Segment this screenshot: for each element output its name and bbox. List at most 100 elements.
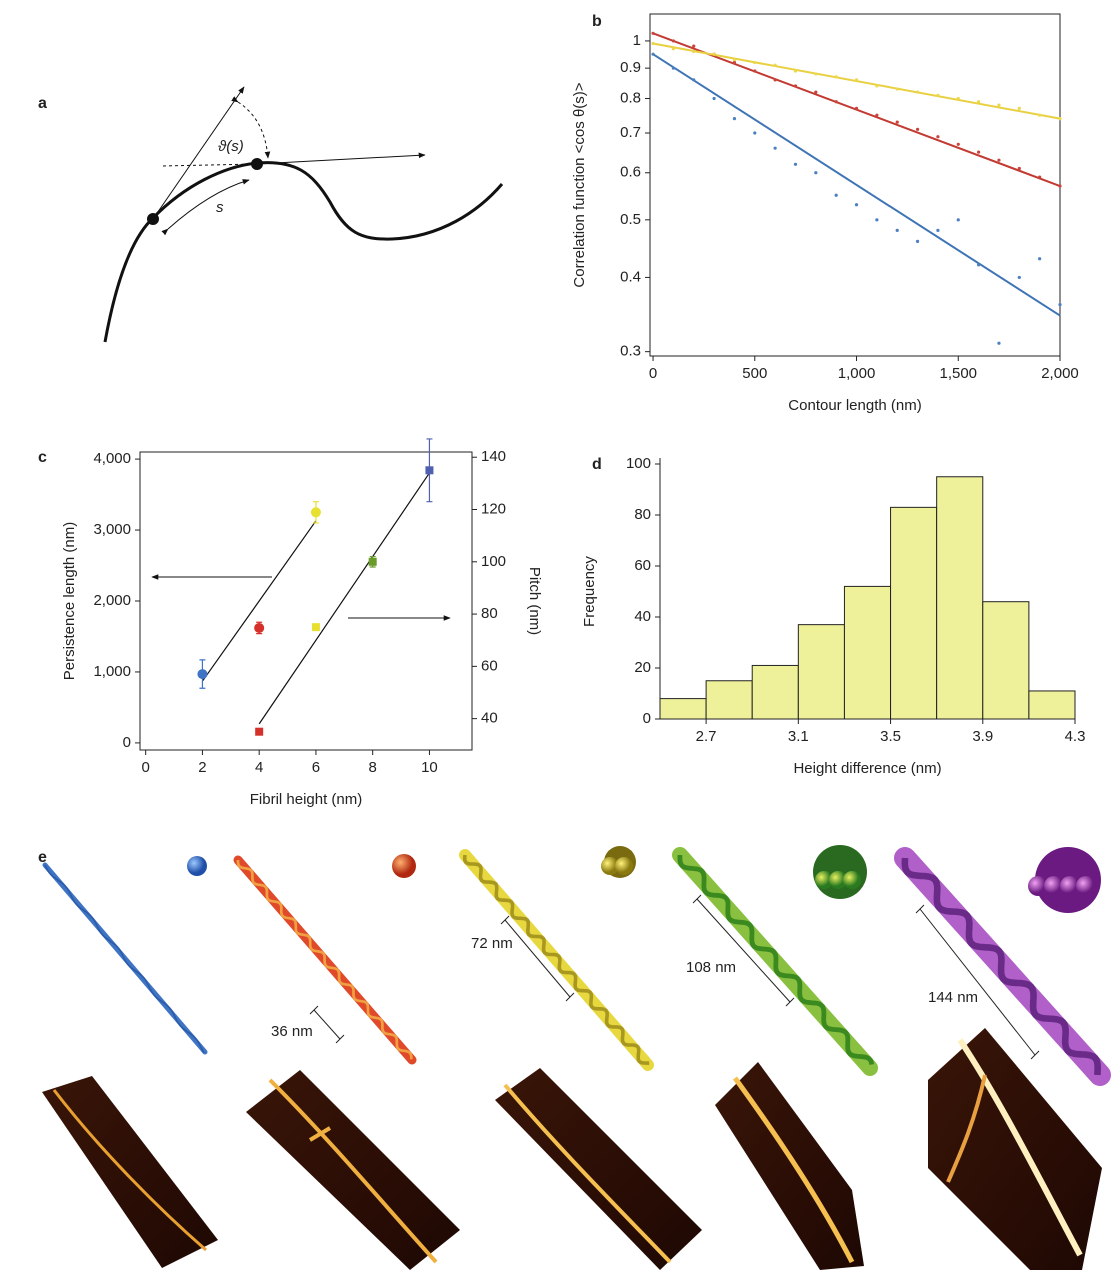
- point: [793, 69, 798, 73]
- scale-label: 144 nm: [928, 989, 978, 1006]
- x-tick-label: 2.7: [696, 728, 717, 745]
- models: [187, 845, 1101, 913]
- point: [834, 75, 838, 79]
- point: [255, 727, 264, 736]
- bar: [705, 680, 753, 720]
- afm-images: [42, 1028, 1102, 1270]
- point: [875, 84, 879, 88]
- y2-tick-label: 80: [481, 605, 498, 622]
- point: [671, 39, 675, 43]
- point: [311, 623, 320, 632]
- bar: [659, 698, 707, 720]
- point: [875, 113, 879, 117]
- x-axis-label: Height difference (nm): [793, 760, 941, 777]
- x-tick-label: 6: [312, 759, 320, 776]
- point: [310, 507, 321, 518]
- scale-label: 72 nm: [471, 935, 513, 952]
- y-tick-label: 0.8: [620, 89, 641, 106]
- afm-fibril: [308, 1126, 332, 1142]
- panel-label: c: [38, 449, 47, 466]
- y-tick-label: 0.7: [620, 124, 641, 141]
- sphere: [1044, 876, 1064, 896]
- point: [936, 135, 940, 139]
- point: [1017, 106, 1021, 110]
- scale-label: 108 nm: [686, 959, 736, 976]
- point: [977, 150, 981, 154]
- reference-line: [162, 163, 258, 167]
- y-axis-label: Frequency: [581, 556, 598, 627]
- point: [753, 131, 757, 135]
- point: [732, 117, 737, 121]
- fibrils: [42, 847, 1111, 1086]
- afm-fibril: [503, 1083, 672, 1264]
- point: [977, 263, 981, 267]
- y-tick-label: 20: [634, 659, 651, 676]
- scale-bars: [309, 894, 1040, 1060]
- plot-frame: [139, 451, 473, 751]
- x-tick-label: 10: [421, 759, 438, 776]
- y-tick-label: 0.4: [620, 268, 641, 285]
- point: [1038, 113, 1042, 117]
- diagram: [103, 86, 504, 343]
- sphere: [1028, 876, 1048, 896]
- point: [254, 622, 265, 633]
- x-axis-label: Contour length (nm): [788, 397, 921, 414]
- point: [956, 96, 960, 101]
- point: [368, 557, 377, 566]
- point: [793, 162, 798, 166]
- fit-line: [652, 53, 1061, 317]
- point: [692, 44, 696, 48]
- point: [956, 142, 960, 146]
- point: [651, 31, 655, 35]
- point: [1058, 184, 1062, 188]
- afm-fibril: [268, 1078, 438, 1264]
- bar: [843, 585, 892, 720]
- y-tick-label: 1,000: [93, 663, 131, 680]
- fibril-twist: [236, 860, 413, 1060]
- x-tick-label: 0: [649, 365, 657, 382]
- x-tick-label: 3.1: [788, 728, 809, 745]
- point: [692, 78, 696, 82]
- x-tick-label: 1,500: [939, 365, 977, 382]
- point: [854, 106, 859, 110]
- point: [1017, 166, 1021, 171]
- point: [895, 87, 899, 91]
- sphere: [187, 856, 207, 876]
- point: [834, 193, 838, 197]
- sphere: [392, 854, 416, 878]
- point: [773, 146, 777, 150]
- y2-tick-label: 120: [481, 500, 506, 517]
- fit-line: [258, 472, 430, 725]
- afm-fibril: [957, 1038, 1083, 1257]
- x-tick-label: 500: [742, 365, 767, 382]
- x-tick-label: 2: [198, 759, 206, 776]
- arc-label: s: [216, 199, 224, 216]
- y-tick-label: 0: [123, 734, 131, 751]
- y2-axis-label: Pitch (nm): [526, 567, 543, 635]
- point: [753, 69, 757, 73]
- point: [977, 100, 981, 104]
- sphere: [829, 871, 847, 889]
- point: [936, 228, 940, 232]
- point: [1038, 175, 1042, 179]
- afm-fibril: [946, 1074, 987, 1183]
- y-tick-label: 3,000: [93, 521, 131, 538]
- bar: [890, 506, 938, 720]
- point: [651, 52, 655, 56]
- point: [895, 228, 899, 232]
- point: [671, 47, 675, 51]
- x-tick-label: 8: [369, 759, 377, 776]
- panel-label: d: [592, 456, 602, 473]
- point: [1058, 303, 1062, 307]
- point: [997, 158, 1001, 162]
- sphere: [815, 871, 833, 889]
- fibril: [42, 862, 208, 1055]
- point: [915, 239, 920, 243]
- tangent-arrow: [256, 152, 426, 165]
- bar: [797, 624, 845, 720]
- x-axis-label: Fibril height (nm): [250, 791, 363, 808]
- angle-arrow: [231, 96, 271, 159]
- y-tick-label: 60: [634, 557, 651, 574]
- point: [814, 171, 818, 175]
- y-tick-label: 0.5: [620, 211, 641, 228]
